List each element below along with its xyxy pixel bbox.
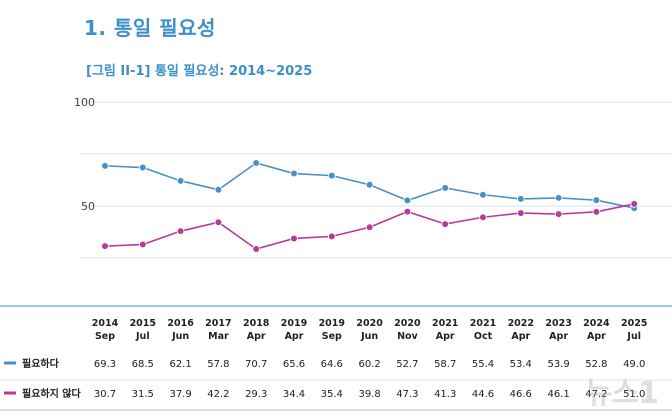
data-point [327,232,336,241]
data-label: 65.6 [283,359,305,370]
data-label: 31.5 [132,389,154,400]
data-label: 47.3 [396,389,418,400]
data-point [630,200,638,208]
data-label: 30.7 [94,389,116,400]
data-label: 46.1 [547,389,569,400]
data-point [252,159,261,167]
data-label: 52.7 [396,359,418,370]
chart-title: [그림 II-1] 통일 필요성: 2014~2025 [86,64,313,79]
data-label: 60.2 [358,359,380,370]
data-point [101,242,109,250]
x-tick-year: 2014 [92,318,119,329]
x-tick-year: 2024 [583,318,610,329]
data-point [516,209,525,217]
data-point [252,245,261,253]
x-tick-month: Jun [360,331,378,342]
x-tick-year: 2018 [243,318,270,329]
data-label: 49.0 [623,359,645,370]
x-tick-month: Apr [285,331,304,342]
data-label: 34.4 [283,389,305,400]
data-label: 69.3 [94,359,116,370]
x-tick-month: Nov [397,331,418,342]
data-point [554,210,563,218]
data-label: 35.4 [321,389,343,400]
data-label: 55.4 [472,359,494,370]
data-point [516,195,525,203]
x-tick-month: Apr [247,331,266,342]
watermark: 뉴스1 [584,376,659,411]
data-label: 42.2 [207,389,229,400]
data-label: 51.0 [623,389,645,400]
x-tick-month: Apr [549,331,568,342]
x-tick-year: 2015 [130,318,156,329]
data-point [139,240,147,249]
data-point [403,196,412,205]
data-label: 53.9 [547,359,569,370]
data-point [214,185,223,194]
y-tick-label: 100 [74,96,95,109]
x-tick-month: Apr [511,331,530,342]
legend-label: 필요하지 않다 [22,387,81,400]
data-label: 41.3 [434,389,456,400]
data-point [592,208,601,216]
data-label: 57.8 [207,359,229,370]
x-tick-year: 2019 [319,318,345,329]
data-label: 46.6 [510,389,532,400]
data-point [554,194,563,202]
data-point [479,190,487,199]
data-point [214,218,223,227]
data-point [441,184,450,192]
data-point [479,213,487,222]
data-label: 52.8 [585,359,607,370]
x-tick-year: 2019 [281,318,307,329]
x-tick-year: 2020 [356,318,383,329]
x-tick-year: 2020 [394,318,421,329]
data-point [441,220,450,228]
data-label: 53.4 [510,359,532,370]
data-label: 37.9 [169,389,191,400]
x-tick-month: Sep [322,331,342,342]
x-tick-year: 2021 [470,318,496,329]
x-tick-month: Jun [171,331,189,342]
data-label: 58.7 [434,359,456,370]
x-tick-month: Apr [436,331,455,342]
x-tick-month: Jul [626,331,641,342]
data-label: 47.2 [585,389,607,400]
data-label: 29.3 [245,389,267,400]
x-tick-year: 2023 [545,318,571,329]
data-point [290,234,298,243]
x-tick-year: 2017 [205,318,231,329]
x-tick-month: Mar [208,331,229,342]
data-point [176,227,185,235]
data-point [592,196,601,204]
data-point [176,177,185,185]
x-tick-year: 2022 [508,318,534,329]
x-tick-year: 2016 [167,318,194,329]
data-label: 62.1 [169,359,191,370]
section-heading: 1. 통일 필요성 [84,16,216,40]
data-point [403,207,412,216]
data-point [139,163,147,172]
x-tick-month: Jul [135,331,150,342]
data-point [327,171,336,180]
data-label: 64.6 [321,359,343,370]
data-point [290,169,298,178]
data-point [365,180,374,189]
data-label: 70.7 [245,359,267,370]
legend-label: 필요하다 [22,357,60,370]
data-label: 44.6 [472,389,494,400]
data-label: 39.8 [358,389,380,400]
data-point [101,162,109,170]
x-tick-year: 2025 [621,318,647,329]
x-tick-year: 2021 [432,318,458,329]
x-tick-month: Sep [95,331,115,342]
data-point [365,223,374,232]
data-label: 68.5 [132,359,154,370]
x-tick-month: Apr [587,331,606,342]
y-tick-label: 50 [81,200,95,213]
x-tick-month: Oct [474,331,493,342]
